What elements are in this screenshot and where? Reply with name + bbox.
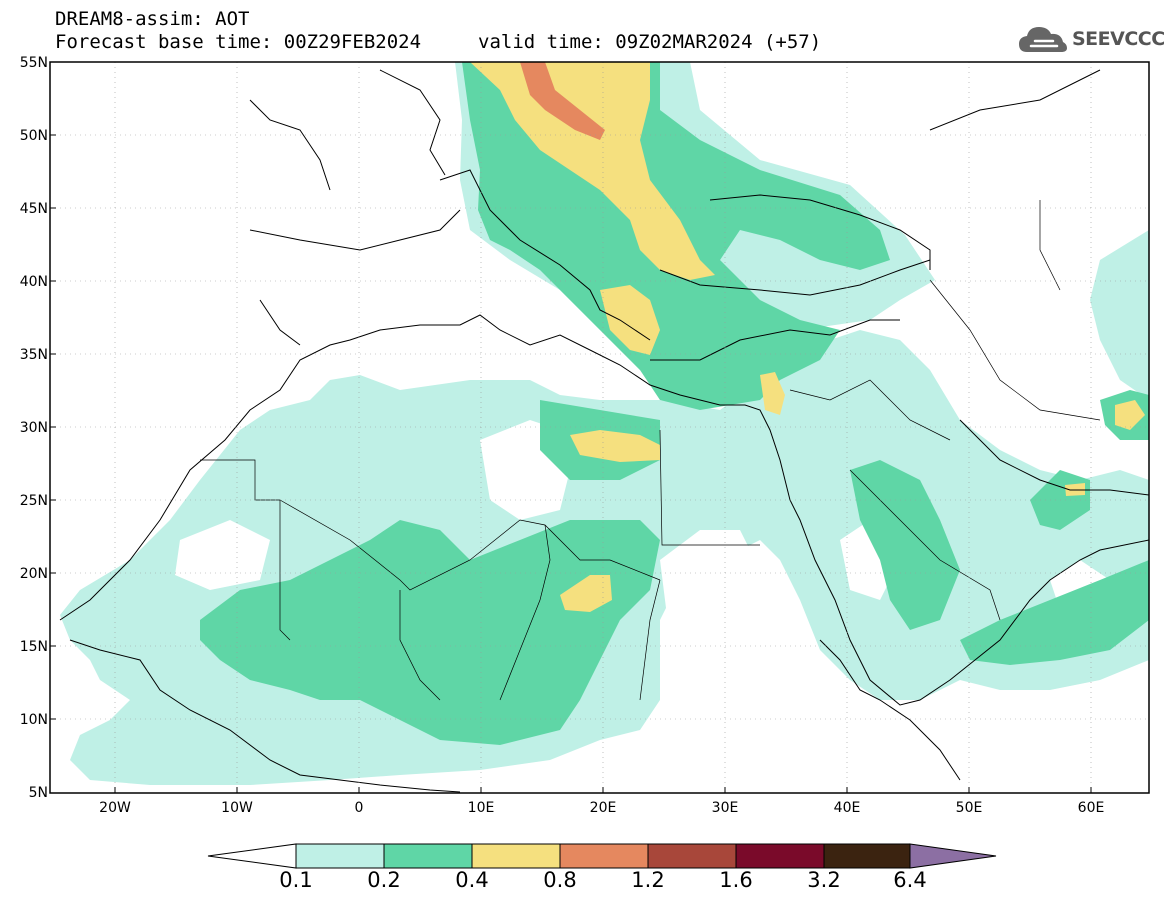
lat-label: 35N bbox=[19, 347, 48, 363]
colorbar-label: 0.1 bbox=[279, 868, 313, 892]
colorbar-label: 0.2 bbox=[367, 868, 401, 892]
colorbar-label: 0.4 bbox=[455, 868, 489, 892]
aot-band-0-8 bbox=[520, 62, 605, 140]
seevccc-logo: SEEVCCC bbox=[1017, 22, 1165, 58]
colorbar-label: 6.4 bbox=[893, 868, 927, 892]
lat-label: 10N bbox=[19, 712, 48, 728]
lat-label: 45N bbox=[19, 201, 48, 217]
lat-label: 15N bbox=[19, 639, 48, 655]
lon-label: 10E bbox=[467, 800, 495, 816]
lon-label: 20W bbox=[99, 800, 131, 816]
colorbar-segment bbox=[295, 843, 385, 869]
lat-label: 30N bbox=[19, 420, 48, 436]
lat-label: 50N bbox=[19, 128, 48, 144]
lon-label: 60E bbox=[1077, 800, 1105, 816]
lat-label: 40N bbox=[19, 274, 48, 290]
lon-label: 10W bbox=[221, 800, 253, 816]
colorbar bbox=[207, 843, 997, 869]
axis-ticks bbox=[50, 134, 1092, 793]
valid-time: valid time: 09Z02MAR2024 (+57) bbox=[478, 31, 822, 53]
forecast-base-time: Forecast base time: 00Z29FEB2024 bbox=[55, 31, 422, 53]
coastlines bbox=[59, 69, 1149, 793]
lat-label: 20N bbox=[19, 566, 48, 582]
lon-label: 0 bbox=[354, 800, 364, 816]
lat-lon-grid bbox=[50, 62, 1149, 793]
cloud-icon bbox=[1019, 27, 1067, 52]
colorbar-label: 1.2 bbox=[631, 868, 665, 892]
map-title: DREAM8-assim: AOT bbox=[55, 8, 250, 30]
aot-contours bbox=[50, 62, 1149, 793]
colorbar-segment bbox=[735, 843, 825, 869]
lon-label: 20E bbox=[589, 800, 617, 816]
colorbar-label: 3.2 bbox=[807, 868, 841, 892]
colorbar-segment bbox=[823, 843, 911, 869]
lon-label: 40E bbox=[833, 800, 861, 816]
country-borders bbox=[200, 200, 1101, 701]
lon-label: 50E bbox=[955, 800, 983, 816]
colorbar-segment bbox=[471, 843, 561, 869]
colorbar-segment bbox=[207, 843, 297, 869]
lat-label: 55N bbox=[19, 55, 48, 71]
colorbar-label: 1.6 bbox=[719, 868, 753, 892]
lon-label: 30E bbox=[711, 800, 739, 816]
colorbar-segment bbox=[647, 843, 737, 869]
colorbar-segment bbox=[559, 843, 649, 869]
colorbar-label: 0.8 bbox=[543, 868, 577, 892]
lat-label: 5N bbox=[28, 785, 48, 801]
logo-text: SEEVCCC bbox=[1072, 28, 1165, 50]
lat-label: 25N bbox=[19, 493, 48, 509]
colorbar-segment bbox=[383, 843, 473, 869]
colorbar-segment bbox=[909, 843, 997, 869]
aot-band-0-4 bbox=[470, 62, 1145, 612]
